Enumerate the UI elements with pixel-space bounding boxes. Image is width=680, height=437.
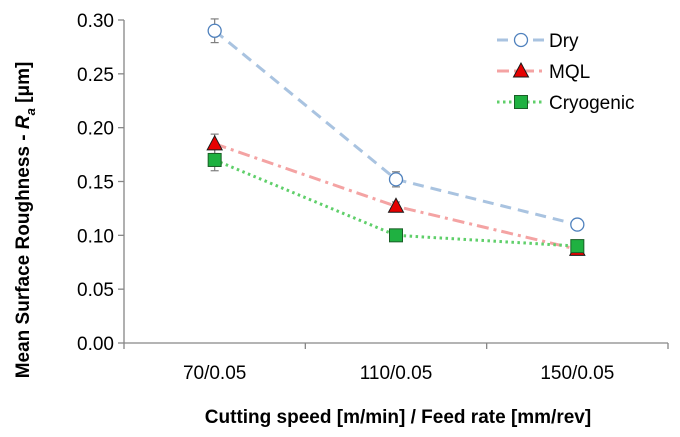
data-point-dry [388,172,404,187]
legend-label-dry: Dry [549,31,579,52]
x-tick-label: 150/0.05 [540,363,614,384]
legend-label-mql: MQL [549,62,590,83]
data-point-cryogenic [207,152,222,167]
data-point-dry [570,217,585,232]
y-axis-title: Mean Surface Roughness - Ra [μm] [13,62,38,379]
legend-marker-mql [512,61,530,78]
data-point-cryogenic [570,239,585,254]
data-point-mql [387,197,405,213]
legend-label-cryogenic: Cryogenic [549,93,635,114]
plot-area: 0.00 0.05 0.10 0.15 0.20 0.25 0.30 70/0.05 110/0… [77,11,669,384]
y-tick-label: 0.05 [77,280,114,301]
legend: Dry MQL Cryogenic [497,31,635,114]
data-point-mql [206,134,224,151]
legend-marker-cryogenic [514,95,528,109]
legend-marker-dry [513,32,529,48]
y-tick-label: 0.15 [77,173,114,194]
series-line-dry [213,29,578,227]
data-point-dry [207,23,222,38]
y-tick-label: 0.10 [77,226,114,247]
y-tick-label: 0.30 [77,11,114,32]
data-point-cryogenic [389,228,403,243]
y-tick-label: 0.20 [77,119,114,140]
x-tick-label: 70/0.05 [183,363,246,384]
x-tick-label: 110/0.05 [360,363,433,384]
y-tick-label: 0.00 [77,334,114,355]
x-axis-title: Cutting speed [m/min] / Feed rate [mm/re… [205,407,591,428]
y-tick-label: 0.25 [77,65,114,86]
